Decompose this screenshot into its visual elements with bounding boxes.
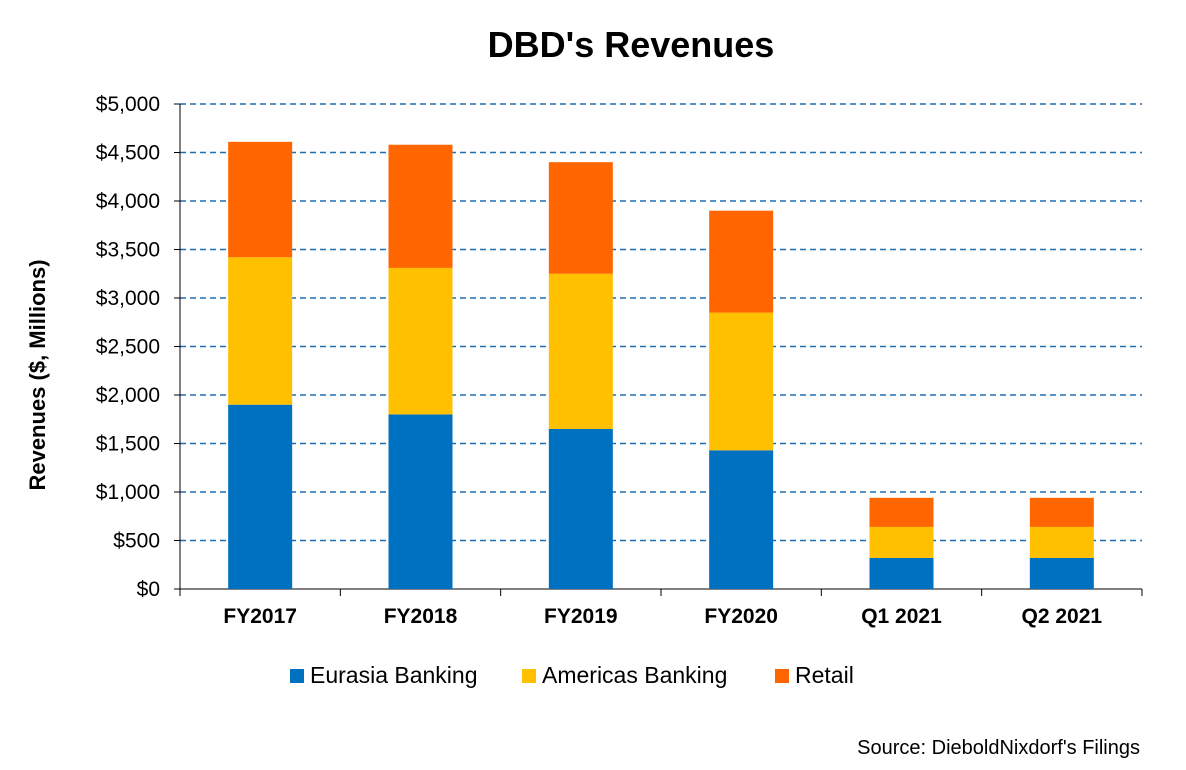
source-note: Source: DieboldNixdorf's Filings (857, 737, 1140, 759)
y-tick-label: $3,500 (96, 239, 160, 262)
y-axis-label: Revenues ($, Millions) (25, 259, 50, 490)
bar-americas-banking-q1-2021 (869, 526, 934, 558)
y-tick-label: $0 (137, 578, 160, 601)
bar-eurasia-banking-q1-2021 (869, 557, 934, 589)
bar-eurasia-banking-fy2017 (228, 404, 293, 589)
y-tick-label: $3,000 (96, 287, 160, 310)
legend-swatch-retail (775, 669, 789, 683)
y-tick-labels: $0 $500 $1,000 $1,500 $2,000 $2,500 $3,000 $3,5… (96, 93, 160, 601)
x-tick-label: FY2020 (704, 605, 778, 628)
bar-retail-fy2017 (228, 141, 293, 258)
bar-eurasia-banking-fy2020 (709, 450, 774, 589)
x-tick-label: FY2018 (384, 605, 458, 628)
bar-retail-fy2019 (548, 162, 613, 274)
y-tick-label: $4,000 (96, 190, 160, 213)
bar-americas-banking-fy2020 (709, 312, 774, 451)
y-tick-label: $4,500 (96, 142, 160, 165)
gridlines (180, 103, 1142, 542)
x-tick-label: Q1 2021 (861, 605, 942, 628)
bar-eurasia-banking-fy2019 (548, 428, 613, 589)
bar-americas-banking-fy2019 (548, 273, 613, 429)
x-tick-label: FY2017 (223, 605, 297, 628)
y-tick-label: $1,500 (96, 433, 160, 456)
bar-retail-q2-2021 (1029, 497, 1094, 527)
legend-label: Retail (795, 662, 854, 688)
bar-americas-banking-fy2018 (388, 267, 453, 415)
y-tick-label: $2,500 (96, 336, 160, 359)
bar-retail-fy2018 (388, 144, 453, 268)
chart-title: DBD's Revenues (488, 24, 775, 65)
bar-retail-q1-2021 (869, 497, 934, 527)
legend-swatch-eurasia-banking (290, 669, 304, 683)
bar-retail-fy2020 (709, 210, 774, 313)
bars (228, 141, 1094, 589)
x-tick-label: FY2019 (544, 605, 618, 628)
x-tick-label: Q2 2021 (1022, 605, 1103, 628)
y-tick-label: $5,000 (96, 93, 160, 116)
legend-swatch-americas-banking (522, 669, 536, 683)
y-tick-label: $1,000 (96, 481, 160, 504)
legend: Eurasia Banking Americas Banking Retail (290, 662, 854, 688)
legend-label: Americas Banking (542, 662, 727, 688)
bar-eurasia-banking-q2-2021 (1029, 557, 1094, 589)
bar-americas-banking-fy2017 (228, 257, 293, 405)
y-tick-label: $500 (113, 530, 160, 553)
legend-label: Eurasia Banking (310, 662, 478, 688)
bar-eurasia-banking-fy2018 (388, 414, 453, 589)
bar-americas-banking-q2-2021 (1029, 526, 1094, 558)
y-tick-label: $2,000 (96, 384, 160, 407)
axes (174, 103, 1143, 596)
x-tick-labels: FY2017 FY2018 FY2019 FY2020 Q1 2021 Q2 2021 (223, 605, 1102, 628)
